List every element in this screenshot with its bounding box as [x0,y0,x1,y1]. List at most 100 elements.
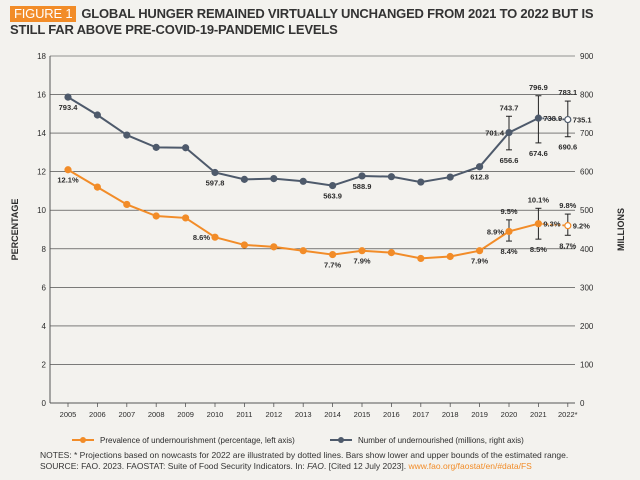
source-italic: FAO [307,461,324,471]
data-point [123,131,131,139]
data-point [505,128,513,137]
data-point [505,227,513,236]
data-point [211,168,219,177]
data-label: 7.7% [324,261,341,270]
data-label: 8.9% [487,227,504,236]
data-point [476,163,484,171]
data-label: 12.1% [57,176,79,185]
data-point [123,200,131,209]
x-tick-label: 2022* [558,410,578,419]
x-tick-label: 2006 [89,410,106,419]
data-point [182,144,190,152]
data-label: 738.9 [543,114,562,123]
y-tick-label: 4 [42,322,47,331]
data-point [417,254,425,263]
y2-tick-label: 400 [580,245,594,254]
y-tick-label: 12 [37,168,46,177]
data-point [329,250,337,259]
x-tick-label: 2021 [530,410,547,419]
data-label: 674.6 [529,149,548,158]
x-tick-label: 2014 [324,410,341,419]
y-tick-label: 0 [42,399,47,408]
data-point [476,247,484,255]
y-tick-label: 16 [37,91,46,100]
y2-axis-title: MILLIONS [616,208,626,251]
data-point [534,220,543,228]
data-point [299,247,307,255]
data-label: 690.6 [558,143,577,152]
figure-title: FIGURE 1 GLOBAL HUNGER REMAINED VIRTUALLY… [10,6,630,38]
x-tick-label: 2018 [442,410,459,419]
x-tick-label: 2020 [501,410,518,419]
data-label: 9.3% [543,220,560,229]
y2-tick-label: 0 [580,399,585,408]
series-line [67,96,539,187]
data-label: 612.8 [470,173,489,182]
data-point [358,172,366,180]
y-tick-label: 6 [42,283,47,292]
data-label: 9.2% [573,222,590,231]
x-tick-label: 2011 [236,410,252,419]
data-label: 701.4 [485,129,505,138]
data-point [270,175,278,183]
notes-line: NOTES: * Projections based on nowcasts f… [40,450,569,460]
data-label: 735.1 [573,116,592,125]
y2-tick-label: 100 [580,360,594,369]
legend-marker [338,437,344,443]
data-point [534,114,543,122]
y2-tick-label: 700 [580,129,594,138]
data-point [446,252,454,261]
data-label: 10.1% [528,195,550,204]
y2-tick-label: 500 [580,206,594,215]
data-point [329,181,337,190]
y2-tick-label: 300 [580,283,594,292]
data-label: 656.6 [500,156,519,165]
data-point [417,178,425,186]
data-label: 8.6% [193,233,210,242]
data-point [64,93,72,101]
data-point-projected [564,222,572,230]
data-label: 783.1 [558,88,577,97]
data-point [64,166,72,174]
data-label: 7.9% [471,257,488,266]
x-tick-label: 2015 [354,410,371,419]
figure-title-text: GLOBAL HUNGER REMAINED VIRTUALLY UNCHANG… [10,6,594,37]
source-cited: . [Cited 12 July 2023]. [323,461,409,471]
data-point-projected [564,115,572,124]
y2-tick-label: 900 [580,52,594,61]
legend-label: Prevalence of undernourishment (percenta… [100,436,295,445]
x-tick-label: 2016 [383,410,400,419]
data-point [93,111,102,119]
data-point [152,143,160,151]
legend-marker [80,437,86,443]
x-tick-label: 2013 [295,410,312,419]
figure-tag: FIGURE 1 [10,6,77,22]
series-projection-line [538,222,568,227]
data-point [387,249,395,257]
x-tick-label: 2017 [412,410,429,419]
y2-tick-label: 800 [580,91,594,100]
notes: NOTES: * Projections based on nowcasts f… [40,450,630,472]
data-point [358,247,366,255]
x-tick-label: 2009 [177,410,194,419]
data-point [270,243,278,251]
x-tick-label: 2012 [265,410,282,419]
data-label: 796.9 [529,83,548,92]
x-tick-label: 2005 [60,410,77,419]
data-point [299,177,307,185]
y-tick-label: 10 [37,206,46,215]
data-point [387,173,395,181]
y-tick-label: 8 [42,245,47,254]
data-label: 8.5% [530,245,547,254]
data-label: 7.9% [353,257,370,266]
data-label: 8.4% [500,247,517,256]
data-label: 588.9 [353,182,372,191]
y2-tick-label: 600 [580,168,594,177]
source-link[interactable]: www.fao.org/faostat/en/#data/FS [408,461,532,471]
data-point [211,233,219,241]
data-point [240,241,248,249]
data-label: 8.7% [559,241,576,250]
y-tick-label: 2 [42,360,47,369]
data-label: 743.7 [500,103,519,112]
